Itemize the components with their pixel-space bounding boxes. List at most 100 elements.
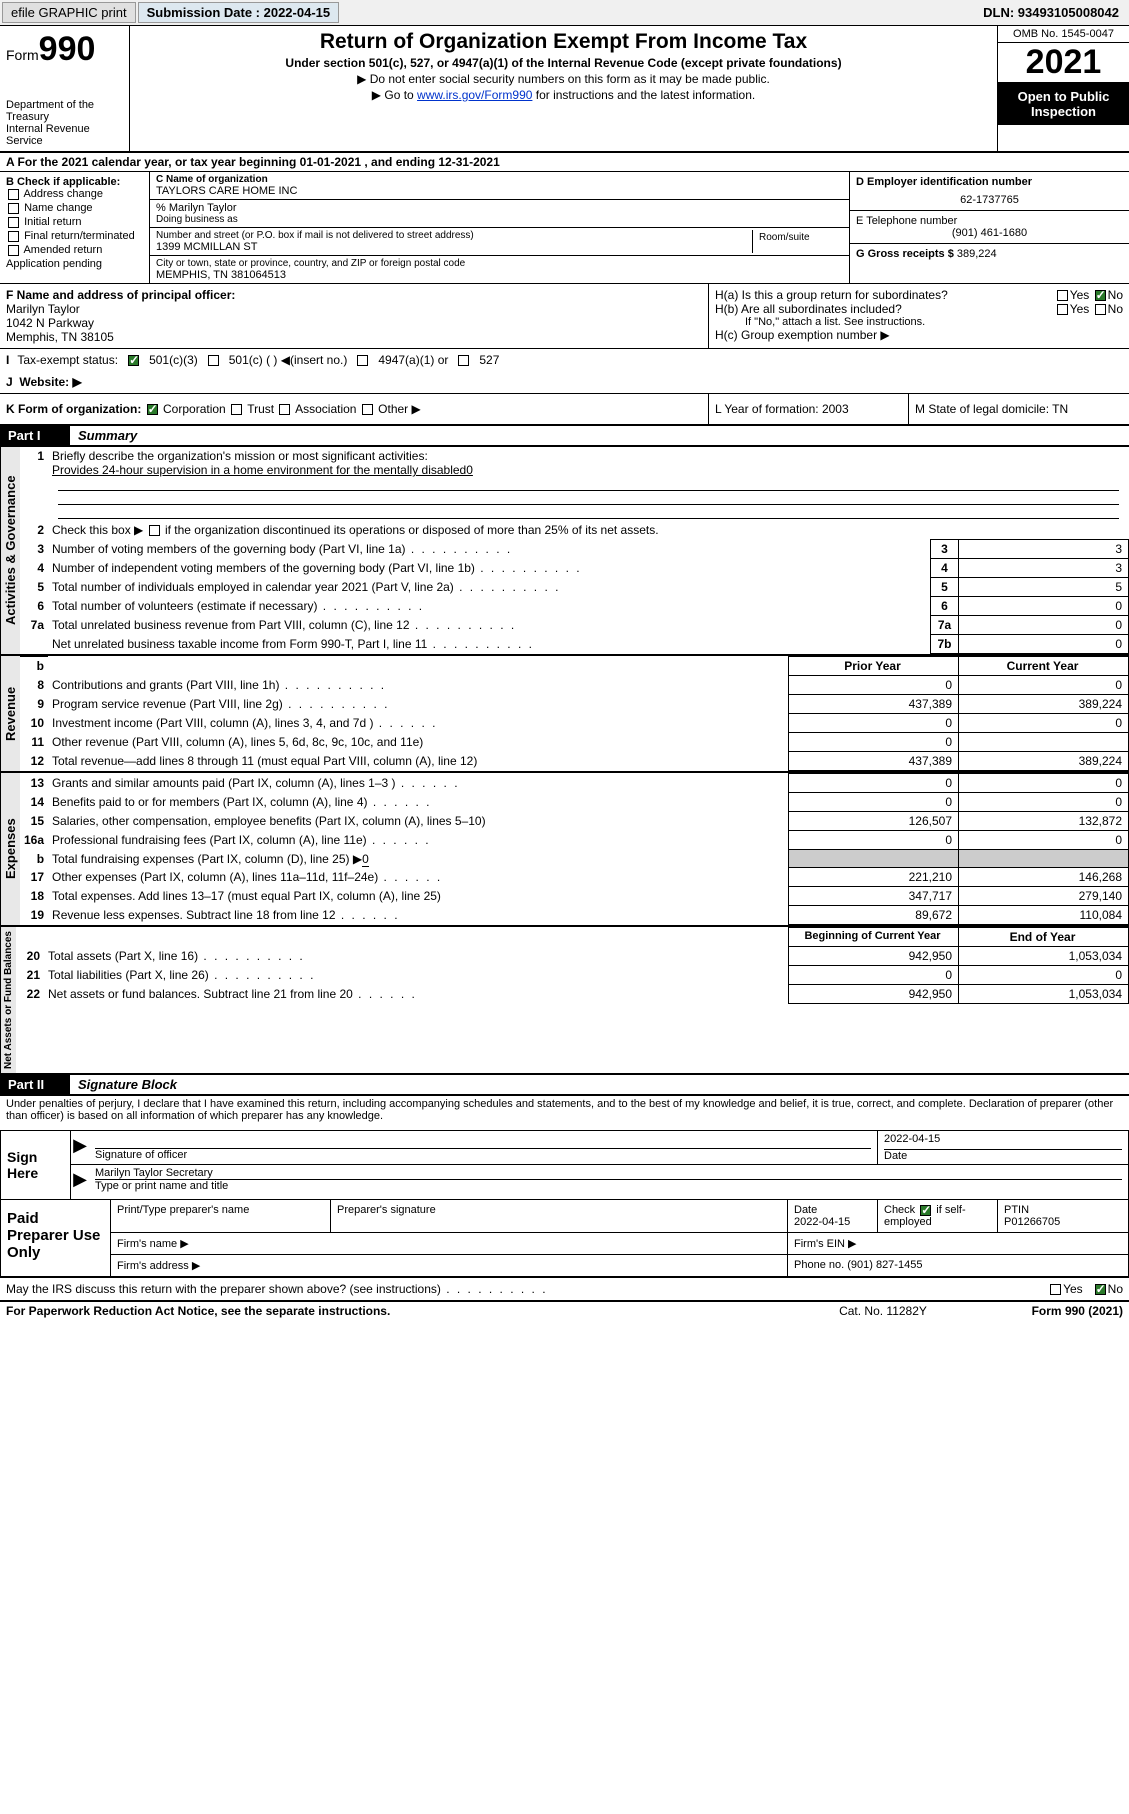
- p19: 89,672: [789, 906, 959, 925]
- tax-status-label: Tax-exempt status:: [17, 353, 118, 367]
- lbl-final-return: Final return/terminated: [24, 230, 135, 242]
- org-name-label: C Name of organization: [156, 174, 843, 185]
- c12: 389,224: [959, 752, 1129, 771]
- discuss-row: May the IRS discuss this return with the…: [0, 1278, 1129, 1302]
- c9: 389,224: [959, 695, 1129, 714]
- chk-address-change[interactable]: [8, 189, 19, 200]
- end-hdr: End of Year: [959, 928, 1129, 947]
- officer-name: Marilyn Taylor: [6, 302, 702, 316]
- chk-initial-return[interactable]: [8, 217, 19, 228]
- lbl-corp: Corporation: [163, 402, 226, 416]
- officer-addr1: 1042 N Parkway: [6, 316, 702, 330]
- dept-irs: Internal Revenue Service: [6, 123, 123, 147]
- l9-text: Program service revenue (Part VIII, line…: [48, 695, 789, 714]
- form-number: 990: [39, 30, 96, 68]
- firm-addr-label: Firm's address ▶: [111, 1255, 788, 1276]
- chk-other[interactable]: [362, 404, 373, 415]
- lbl-other: Other ▶: [378, 402, 421, 416]
- l12-text: Total revenue—add lines 8 through 11 (mu…: [48, 752, 789, 771]
- prep-date-value: 2022-04-15: [794, 1216, 850, 1228]
- chk-discontinued[interactable]: [149, 525, 160, 536]
- ptin-label: PTIN: [1004, 1204, 1029, 1216]
- chk-corp[interactable]: [147, 404, 158, 415]
- lbl-address-change: Address change: [23, 188, 103, 200]
- lbl-assoc: Association: [295, 402, 356, 416]
- sig-officer-label: Signature of officer: [95, 1149, 871, 1161]
- part1-header: Part I Summary: [0, 426, 1129, 447]
- row-klm: K Form of organization: Corporation Trus…: [0, 394, 1129, 426]
- officer-label: F Name and address of principal officer:: [6, 288, 702, 302]
- chk-name-change[interactable]: [8, 203, 19, 214]
- chk-hb-yes[interactable]: [1057, 304, 1068, 315]
- mission-text: Provides 24-hour supervision in a home e…: [52, 463, 473, 477]
- footer-right: Form 990 (2021): [963, 1304, 1123, 1318]
- l14-text: Benefits paid to or for members (Part IX…: [48, 793, 788, 812]
- c16b: [959, 850, 1129, 868]
- l15-text: Salaries, other compensation, employee b…: [48, 812, 788, 831]
- chk-self-employed[interactable]: [920, 1205, 931, 1216]
- goto-pre: ▶ Go to: [372, 88, 417, 102]
- p8: 0: [789, 676, 959, 695]
- chk-ha-no[interactable]: [1095, 290, 1106, 301]
- l16b-val: 0: [362, 852, 369, 867]
- addr-value: 1399 MCMILLAN ST: [156, 241, 752, 253]
- c13: 0: [959, 774, 1129, 793]
- p15: 126,507: [789, 812, 959, 831]
- chk-discuss-yes[interactable]: [1050, 1284, 1061, 1295]
- lbl-yes2: Yes: [1070, 302, 1090, 316]
- l11-text: Other revenue (Part VIII, column (A), li…: [48, 733, 789, 752]
- chk-4947[interactable]: [357, 355, 368, 366]
- hc-label: H(c) Group exemption number ▶: [715, 328, 1123, 342]
- efile-print-button[interactable]: efile GRAPHIC print: [2, 2, 136, 23]
- chk-final-return[interactable]: [8, 231, 19, 242]
- p16a: 0: [789, 831, 959, 850]
- arrow-icon: ▶: [71, 1131, 89, 1164]
- firm-ein-label: Firm's EIN ▶: [788, 1233, 1128, 1254]
- p17: 221,210: [789, 868, 959, 887]
- row-fh: F Name and address of principal officer:…: [0, 284, 1129, 349]
- p21: 0: [789, 966, 959, 985]
- part1-title: Summary: [70, 426, 145, 445]
- lbl-discuss-no: No: [1108, 1282, 1123, 1296]
- form-org-label: K Form of organization:: [6, 402, 141, 416]
- l4-text: Number of independent voting members of …: [48, 559, 931, 578]
- city-value: MEMPHIS, TN 381064513: [156, 269, 843, 281]
- l5-text: Total number of individuals employed in …: [48, 578, 931, 597]
- prep-sig-label: Preparer's signature: [331, 1200, 788, 1232]
- v7a: 0: [959, 616, 1129, 635]
- chk-527[interactable]: [458, 355, 469, 366]
- lbl-527: 527: [479, 353, 499, 367]
- firm-name-label: Firm's name ▶: [111, 1233, 788, 1254]
- ein-value: 62-1737765: [856, 188, 1123, 206]
- lbl-501c3: 501(c)(3): [149, 353, 198, 367]
- c15: 132,872: [959, 812, 1129, 831]
- chk-discuss-no[interactable]: [1095, 1284, 1106, 1295]
- chk-trust[interactable]: [231, 404, 242, 415]
- tax-year-range: A For the 2021 calendar year, or tax yea…: [0, 153, 1129, 172]
- prep-name-label: Print/Type preparer's name: [111, 1200, 331, 1232]
- sign-here-label: Sign Here: [1, 1131, 71, 1199]
- side-netassets: Net Assets or Fund Balances: [0, 927, 16, 1073]
- chk-amended[interactable]: [8, 245, 19, 256]
- chk-501c3[interactable]: [128, 355, 139, 366]
- chk-assoc[interactable]: [279, 404, 290, 415]
- section-activities: Activities & Governance 1 Briefly descri…: [0, 447, 1129, 656]
- top-bar: efile GRAPHIC print Submission Date : 20…: [0, 0, 1129, 26]
- sig-date-label: Date: [884, 1149, 1122, 1162]
- side-activities: Activities & Governance: [0, 447, 20, 654]
- tel-value: (901) 461-1680: [856, 227, 1123, 239]
- chk-501c[interactable]: [208, 355, 219, 366]
- gross-label: G Gross receipts $: [856, 248, 954, 260]
- irs-link[interactable]: www.irs.gov/Form990: [417, 88, 532, 102]
- preparer-block: Paid Preparer Use Only Print/Type prepar…: [0, 1200, 1129, 1278]
- l7a-text: Total unrelated business revenue from Pa…: [48, 616, 931, 635]
- c11: [959, 733, 1129, 752]
- org-name: TAYLORS CARE HOME INC: [156, 185, 843, 197]
- chk-ha-yes[interactable]: [1057, 290, 1068, 301]
- c22: 1,053,034: [959, 985, 1129, 1004]
- side-revenue: Revenue: [0, 656, 20, 771]
- side-expenses: Expenses: [0, 773, 20, 925]
- chk-hb-no[interactable]: [1095, 304, 1106, 315]
- hb-note: If "No," attach a list. See instructions…: [715, 316, 1123, 328]
- ptin-value: P01266705: [1004, 1216, 1060, 1228]
